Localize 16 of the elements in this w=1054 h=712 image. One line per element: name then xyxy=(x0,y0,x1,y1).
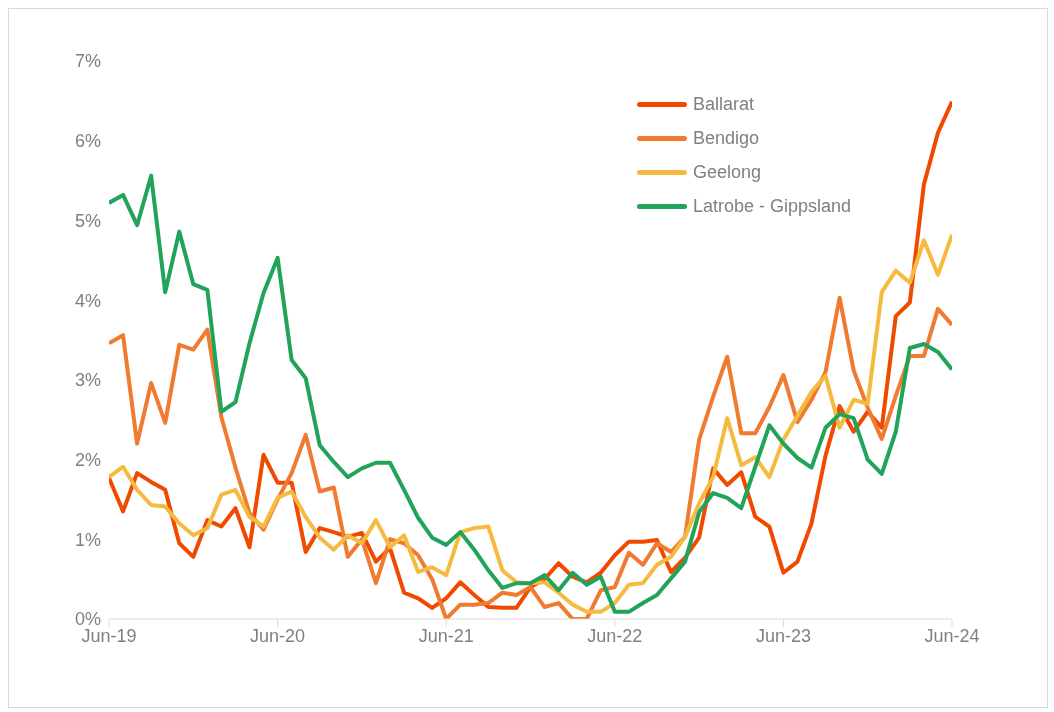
y-tick-label: 2% xyxy=(74,449,101,470)
y-tick-label: 4% xyxy=(74,290,101,311)
y-tick-label: 6% xyxy=(74,131,101,152)
x-tick-label: Jun-22 xyxy=(587,625,643,646)
y-tick-label: 1% xyxy=(74,529,101,550)
y-tick-label: 7% xyxy=(74,51,101,72)
y-tick-label: 3% xyxy=(74,370,101,391)
legend-label: Bendigo xyxy=(693,127,760,149)
legend-label: Ballarat xyxy=(693,93,755,115)
x-tick-label: Jun-21 xyxy=(418,625,474,646)
x-tick-label: Jun-23 xyxy=(755,625,811,646)
legend-label: Latrobe - Gippsland xyxy=(693,195,852,217)
x-tick-label: Jun-24 xyxy=(924,625,980,646)
legend-label: Geelong xyxy=(693,161,762,183)
y-tick-label: 5% xyxy=(74,210,101,231)
x-tick-label: Jun-20 xyxy=(250,625,306,646)
